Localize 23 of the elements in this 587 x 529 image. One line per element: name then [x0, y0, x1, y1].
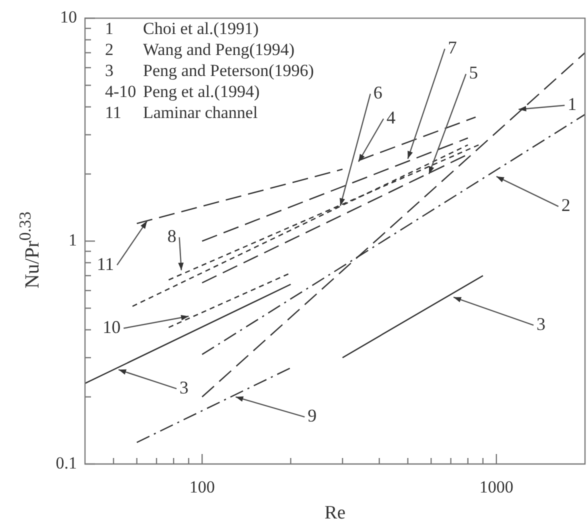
y-tick-label: 0.1	[56, 453, 77, 472]
annotation: 1	[568, 94, 577, 114]
annotation: 2	[561, 195, 570, 216]
text: 1 Choi et al.(1991)	[105, 19, 259, 38]
text: 11 Laminar channel	[105, 103, 258, 122]
x-tick-label: 100	[189, 478, 215, 497]
annotation: 10	[102, 317, 121, 338]
annotation: 7	[448, 38, 457, 58]
x-axis-title: Re	[324, 502, 346, 524]
annotation: 9	[308, 406, 317, 426]
annotation: 11	[96, 254, 114, 274]
text: 2 Wang and Peng(1994)	[105, 40, 295, 59]
annotation: 4-10 Peng et al.(1994)	[105, 81, 260, 102]
annotation: 4	[386, 107, 396, 128]
text: 3 Peng and Peterson(1996)	[105, 61, 314, 80]
annotation: 8	[167, 226, 176, 246]
y-tick-label: 10	[60, 8, 77, 27]
x-tick-label: 1000	[479, 478, 514, 497]
annotation: 3	[180, 377, 189, 398]
annotation: 5	[468, 62, 478, 83]
y-tick-label: 1	[68, 230, 77, 250]
annotation: 6	[373, 82, 382, 103]
annotation: 3	[536, 314, 546, 334]
